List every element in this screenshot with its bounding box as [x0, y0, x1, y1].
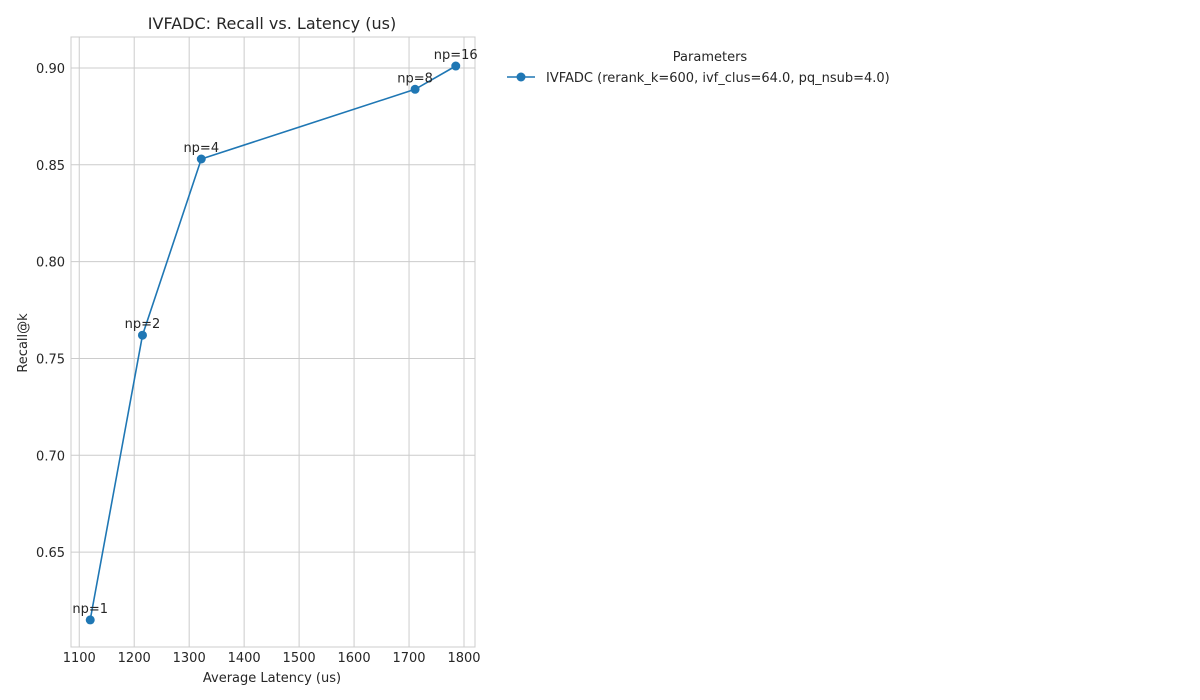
data-point-label: np=16	[434, 48, 478, 63]
legend: Parameters IVFADC (rerank_k=600, ivf_clu…	[507, 50, 890, 86]
legend-series-marker	[516, 72, 526, 82]
y-axis-ticks: 0.65 0.70 0.75 0.80 0.85 0.90	[36, 62, 65, 561]
legend-title: Parameters	[673, 50, 748, 65]
y-tick-label: 0.90	[36, 62, 65, 77]
data-point-marker	[410, 84, 420, 94]
data-point-marker	[196, 154, 206, 164]
series-layer	[85, 61, 461, 625]
x-tick-label: 1400	[228, 651, 261, 666]
x-tick-label: 1500	[283, 651, 316, 666]
x-axis-ticks: 1100 1200 1300 1400 1500 1600 1700 1800	[63, 651, 481, 666]
x-tick-label: 1300	[173, 651, 206, 666]
x-tick-label: 1700	[392, 651, 425, 666]
y-tick-label: 0.65	[36, 546, 65, 561]
data-point-label: np=8	[397, 71, 433, 86]
y-tick-label: 0.85	[36, 159, 65, 174]
data-point-marker	[85, 615, 95, 625]
data-point-label: np=1	[72, 602, 108, 617]
data-point-label: np=4	[183, 141, 219, 156]
x-axis-title: Average Latency (us)	[203, 671, 341, 686]
x-tick-label: 1100	[63, 651, 96, 666]
legend-series-label: IVFADC (rerank_k=600, ivf_clus=64.0, pq_…	[546, 71, 890, 86]
x-tick-label: 1600	[338, 651, 371, 666]
y-tick-label: 0.80	[36, 256, 65, 271]
y-axis-title: Recall@k	[16, 313, 31, 373]
data-point-marker	[451, 61, 461, 71]
x-tick-label: 1800	[447, 651, 480, 666]
plot-area-frame	[70, 36, 476, 648]
data-point-label: np=2	[125, 317, 161, 332]
point-labels-layer: np=1 np=2 np=4 np=8np=16	[72, 48, 477, 617]
y-tick-label: 0.70	[36, 449, 65, 464]
data-point-marker	[137, 330, 147, 340]
y-tick-label: 0.75	[36, 352, 65, 367]
x-tick-label: 1200	[118, 651, 151, 666]
chart-title: IVFADC: Recall vs. Latency (us)	[148, 14, 396, 33]
